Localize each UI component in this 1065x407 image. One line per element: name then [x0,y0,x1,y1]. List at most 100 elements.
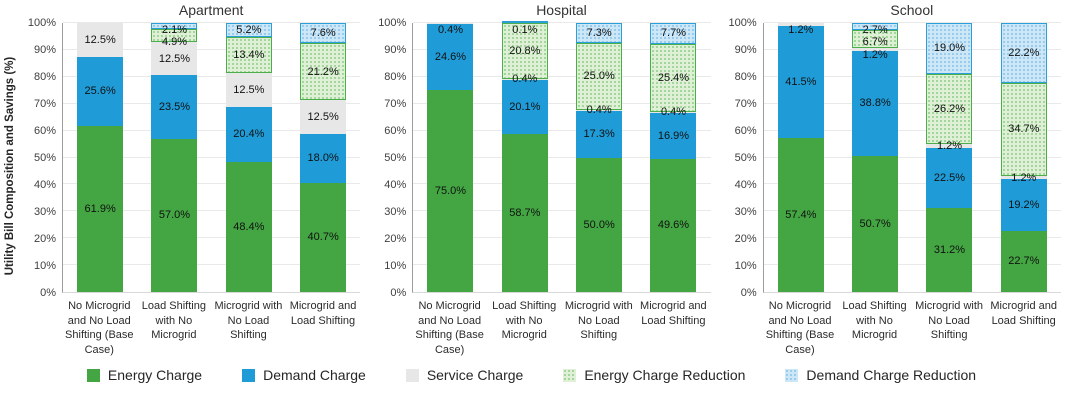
data-label: 0.4% [512,73,538,86]
segment-demand [427,24,474,91]
y-tick: 80% [734,71,757,83]
segment-demand [225,106,272,162]
gridline [413,183,711,185]
segment-energy_red [151,28,198,42]
x-axis-category-label: Microgrid and Load Shifting [990,300,1057,327]
data-label: 58.7% [509,207,541,220]
gridline [63,210,361,212]
x-axis-labels: No Microgrid and No Load Shifting (Base … [62,299,360,357]
data-label: 20.8% [509,44,541,57]
segment-energy [501,134,548,292]
segment-demand_red [576,23,623,43]
x-axis-category-label: Microgrid and Load Shifting [640,300,707,327]
legend-item-service: Service Charge [405,367,524,384]
y-tick: 90% [33,44,56,56]
y-axis-ticks: 0% 10% 20% 30% 40% 50% 60% 70% 80% 90% 100% [20,17,62,299]
data-label: 0.4% [586,104,612,117]
x-axis-labels: No Microgrid and No Load Shifting (Base … [763,299,1061,357]
segment-energy [225,161,272,292]
gridline [63,129,361,131]
chart-title-school: School [890,2,934,18]
y-tick: 20% [734,233,757,245]
segment-energy_red [501,23,548,79]
gridline [63,183,361,185]
legend-label: Service Charge [426,367,524,384]
y-tick: 100% [378,17,407,29]
chart-panel-school: School 0% 10% 20% 30% 40% 50% 60% 70% 80% 90% 100% 1… [721,2,1061,357]
segment-service [300,100,347,135]
data-label: 1.2% [862,48,888,61]
segment-demand_red [151,23,198,29]
data-label: 2.7% [862,23,888,36]
segment-service [501,78,548,81]
x-axis-category-label: Microgrid with No Load Shifting [214,300,283,342]
gridline [413,48,711,50]
segment-energy_red [576,42,623,110]
y-tick: 30% [33,206,56,218]
segment-energy [650,158,697,292]
y-tick: 0% [740,287,757,299]
gridline [413,264,711,266]
gridline [63,237,361,239]
data-label: 25.0% [583,70,615,83]
legend-item-demand_red: Demand Charge Reduction [785,367,976,383]
y-tick: 90% [384,44,407,56]
data-label: 13.4% [233,49,265,62]
bar-hospital-3: 7.3% 25.0% 0.4% 17.3% 50.0% [576,23,623,292]
data-label: 57.4% [785,208,817,221]
segment-service [926,144,973,148]
x-axis-category-label: No Microgrid and No Load Shifting (Base … [65,300,134,356]
bar-apartment-1: 12.5% 25.6% 61.9% [77,23,124,292]
legend-label: Demand Charge [263,367,366,384]
segment-demand [576,110,623,158]
segment-service [77,23,124,57]
y-tick: 70% [384,98,407,110]
segment-demand [151,75,198,139]
gridline [763,264,1061,266]
x-axis-labels: No Microgrid and No Load Shifting (Base … [412,299,710,357]
gridline [763,48,1061,50]
data-label: 12.5% [233,84,265,97]
gridline [63,22,361,23]
y-tick: 10% [384,260,407,272]
y-tick: 10% [734,260,757,272]
chart-panel-apartment: Apartment 0% 10% 20% 30% 40% 50% 60% 70% 80% 90% 10… [20,2,361,357]
data-label: 21.2% [307,65,339,78]
bar-school-4: 22.2% 34.7% 1.2% 19.2% 22.7% [1000,23,1047,292]
data-label: 61.9% [84,202,116,215]
figure-body: Utility Bill Composition and Savings (%)… [2,2,1061,357]
y-axis-ticks: 0% 10% 20% 30% 40% 50% 60% 70% 80% 90% 100% [721,17,763,299]
segment-service [650,112,697,114]
y-axis-title-text: Utility Bill Composition and Savings (%) [4,56,16,276]
gridline [63,102,361,104]
data-label: 34.7% [1008,123,1040,136]
bar-school-1: 1.2% 41.5% 57.4% [777,22,824,292]
data-label: 40.7% [307,231,339,244]
segment-demand_red [926,22,973,74]
bar-apartment-4: 7.6% 21.2% 12.5% 18.0% 40.7% [300,23,347,292]
segment-demand [852,51,899,156]
gridline [413,102,711,104]
segment-energy_red [225,37,272,74]
segment-demand_red [852,22,899,30]
data-label: 6.7% [862,36,888,49]
y-tick: 80% [384,71,407,83]
gridline [763,237,1061,239]
y-tick: 0% [40,287,56,299]
gridline [413,237,711,239]
data-label: 2.1% [161,23,188,36]
y-tick: 80% [33,71,56,83]
segment-energy [151,138,198,292]
bar-apartment-2: 2.1% 4.9% 12.5% 23.5% 57.0% [151,23,198,292]
gridline [413,22,711,23]
data-label: 1.2% [936,139,963,152]
data-label: 7.3% [586,26,612,39]
x-axis-category-label: No Microgrid and No Load Shifting (Base … [765,300,835,356]
bar-hospital-2: 0.1% 20.8% 0.4% 20.1% 58.7% [501,21,548,292]
segment-energy [926,208,973,292]
segment-demand_red [650,23,697,44]
y-tick: 90% [734,44,757,56]
plot-row-hospital: 0% 10% 20% 30% 40% 50% 60% 70% 80% 90% 100% 0.4% 24.… [370,17,711,299]
data-label: 0.4% [660,106,687,119]
